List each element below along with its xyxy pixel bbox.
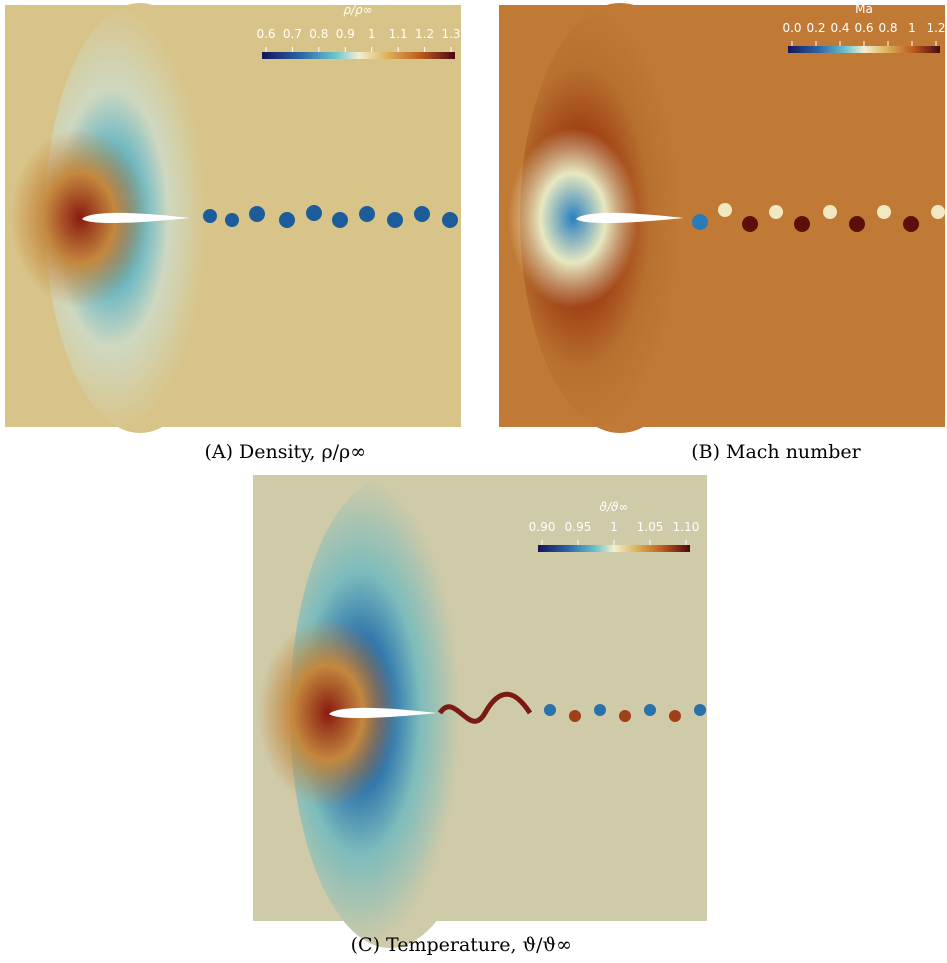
caption-label: (B) [691,441,720,463]
wake [203,205,458,228]
caption: Density, ρ/ρ∞ [239,441,366,463]
colorbar [788,46,940,53]
colorbar-tick-label: 0.2 [806,21,825,35]
field [508,128,638,308]
colorbar-tick-label: 1.1 [389,27,408,41]
colorbar-tick-label: 1.05 [637,520,664,534]
colorbar-tick-label: 1.3 [441,27,460,41]
field [10,128,150,308]
wake [437,691,533,724]
colorbar [538,545,690,552]
field [258,618,398,808]
colorbar-tick-label: 1.2 [415,27,434,41]
colorbar-tick-label: 0.4 [830,21,849,35]
colorbar-title: ρ/ρ∞ [343,3,372,17]
colorbar-tick-label: 0.9 [336,27,355,41]
colorbar-title: Ma [855,2,873,16]
colorbar-tick-label: 1.2 [926,21,945,35]
caption-label: (A) [204,441,233,463]
airfoil [82,212,190,224]
colorbar-tick-label: 0.6 [854,21,873,35]
colorbar-tick-label: 0.90 [529,520,556,534]
colorbar-tick-label: 1 [610,520,618,534]
colorbar [262,52,455,59]
panel-b: Ma (B) Mach number [499,2,945,463]
panel-a: ρ/ρ∞ (A) Density, ρ/ρ∞ [5,3,461,463]
colorbar-tick-label: 1.10 [673,520,700,534]
colorbar-tick-label: 0.8 [309,27,328,41]
colorbar-tick-label: 1 [908,21,916,35]
colorbar-tick-label: 0.8 [878,21,897,35]
wake [544,704,706,722]
panel-c: ϑ/ϑ∞ (C) Temperature, ϑ/ϑ∞ [253,475,707,956]
colorbar-tick-label: 1 [368,27,376,41]
airfoil [329,707,437,719]
colorbar-title: ϑ/ϑ∞ [600,500,629,514]
caption-label: (C) [351,934,380,956]
colorbar-tick-label: 0.6 [256,27,275,41]
caption: Mach number [726,441,862,463]
airfoil [576,212,684,224]
colorbar-tick-label: 0.95 [565,520,592,534]
colorbar-tick-label: 0.7 [283,27,302,41]
colorbar-tick-label: 0.0 [782,21,801,35]
caption: Temperature, ϑ/ϑ∞ [386,934,572,956]
wake [692,203,945,232]
